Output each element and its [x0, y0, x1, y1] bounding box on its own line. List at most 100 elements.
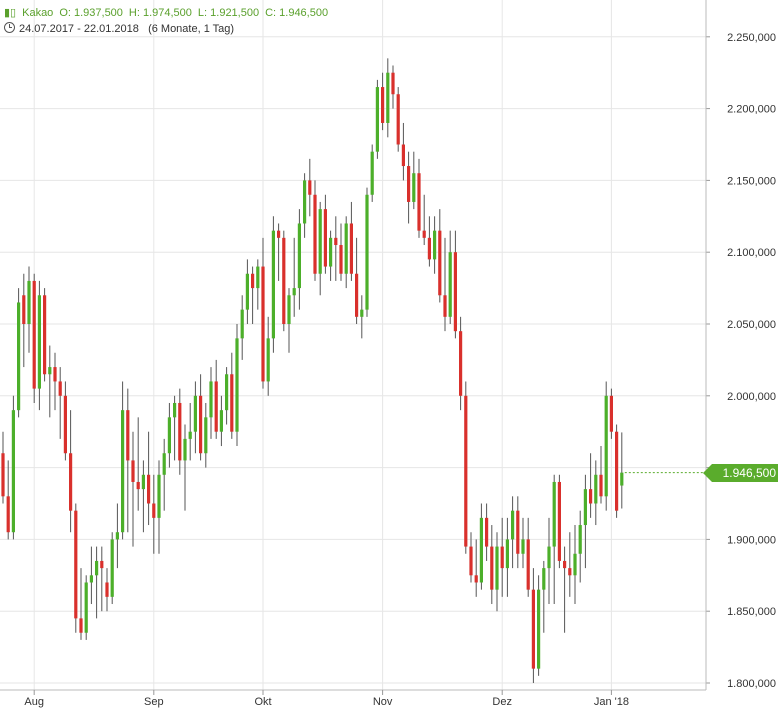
- candle-body: [438, 230, 442, 296]
- candle-body: [334, 237, 338, 246]
- candle: [453, 230, 457, 339]
- candle-body: [443, 295, 447, 317]
- candle-body: [27, 280, 31, 324]
- candle-body: [53, 367, 57, 382]
- last-price-tag: 1.946,500: [703, 463, 778, 482]
- candle: [360, 295, 364, 339]
- candle-body: [589, 489, 593, 504]
- candle-body: [292, 288, 296, 296]
- candle-body: [531, 589, 535, 669]
- candle-body: [521, 539, 525, 554]
- candle: [386, 58, 390, 138]
- candle: [204, 402, 208, 468]
- candle-body: [287, 295, 291, 324]
- candle-body: [552, 481, 556, 547]
- candle: [485, 503, 489, 561]
- candle-body: [469, 546, 473, 576]
- candle: [69, 410, 73, 533]
- candle-body: [474, 575, 478, 583]
- candle: [547, 517, 551, 605]
- candle: [230, 352, 234, 439]
- candle-body: [318, 209, 322, 274]
- candle-body: [69, 453, 73, 511]
- candle: [251, 266, 255, 324]
- candle-body: [199, 395, 203, 454]
- candle-body: [162, 453, 166, 475]
- candle-body: [63, 395, 67, 454]
- candle-body: [84, 582, 88, 633]
- candle: [474, 539, 478, 597]
- candle: [323, 194, 327, 274]
- candle: [381, 72, 385, 131]
- candle: [292, 237, 296, 317]
- x-tick-label: Okt: [254, 696, 271, 708]
- candle-body: [417, 173, 421, 231]
- candle-body: [453, 252, 457, 332]
- candle-body: [407, 166, 411, 202]
- candle: [261, 237, 265, 389]
- candle: [568, 532, 572, 597]
- candle: [147, 431, 151, 526]
- candle-body: [547, 546, 551, 569]
- candle: [604, 381, 608, 511]
- candle-body: [599, 474, 603, 497]
- candle: [542, 560, 546, 633]
- candle-body: [178, 402, 182, 461]
- candle-body: [48, 367, 52, 375]
- candlestick-icon: ▮▯: [4, 7, 17, 19]
- candle: [365, 187, 369, 317]
- high-value: H: 1.974,500: [128, 7, 192, 19]
- candle-body: [323, 209, 327, 267]
- candle: [313, 180, 317, 281]
- candle-body: [277, 230, 281, 238]
- y-tick-label: 1.800,000: [727, 678, 776, 690]
- candle: [334, 216, 338, 281]
- candle: [552, 474, 556, 605]
- candle: [105, 568, 109, 612]
- candle-body: [219, 410, 223, 432]
- candle-body: [173, 402, 177, 418]
- candle: [136, 417, 140, 511]
- y-axis: 2.250,000 2.200,000 2.150,000 2.100,000 2.05…: [705, 0, 776, 690]
- chart-legend: ▮▯ Kakao O: 1.937,500 H: 1.974,500 L: 1.921,…: [4, 6, 334, 36]
- y-tick-label: 1.900,000: [727, 534, 776, 546]
- candle: [141, 460, 145, 533]
- candle-body: [193, 395, 197, 432]
- candle-body: [1, 453, 5, 497]
- candle: [339, 223, 343, 281]
- candle: [589, 453, 593, 518]
- candle-body: [110, 539, 114, 597]
- candle-body: [427, 237, 431, 260]
- candle: [505, 517, 509, 597]
- candle: [370, 144, 374, 202]
- candle: [152, 474, 156, 554]
- candle-body: [578, 525, 582, 554]
- candle-body: [58, 381, 62, 396]
- candle: [583, 474, 587, 569]
- candle-body: [505, 539, 509, 569]
- candle: [433, 216, 437, 274]
- candle-body: [74, 510, 78, 619]
- candle-body: [121, 410, 125, 533]
- candle-body: [17, 302, 21, 411]
- candle: [464, 381, 468, 554]
- candle: [84, 575, 88, 640]
- open-value: O: 1.937,500: [59, 7, 123, 19]
- candle: [401, 122, 405, 181]
- candle-body: [344, 223, 348, 274]
- candle: [173, 395, 177, 461]
- candle-body: [433, 230, 437, 260]
- candle: [22, 273, 26, 368]
- candle-body: [396, 94, 400, 145]
- candle-body: [495, 546, 499, 590]
- candle: [329, 230, 333, 281]
- candle-body: [360, 309, 364, 317]
- candle: [349, 201, 353, 281]
- candle-body: [204, 417, 208, 454]
- candle: [240, 295, 244, 360]
- candle: [417, 158, 421, 238]
- candle-body: [136, 481, 140, 490]
- candle: [396, 87, 400, 152]
- candle-body: [271, 230, 275, 339]
